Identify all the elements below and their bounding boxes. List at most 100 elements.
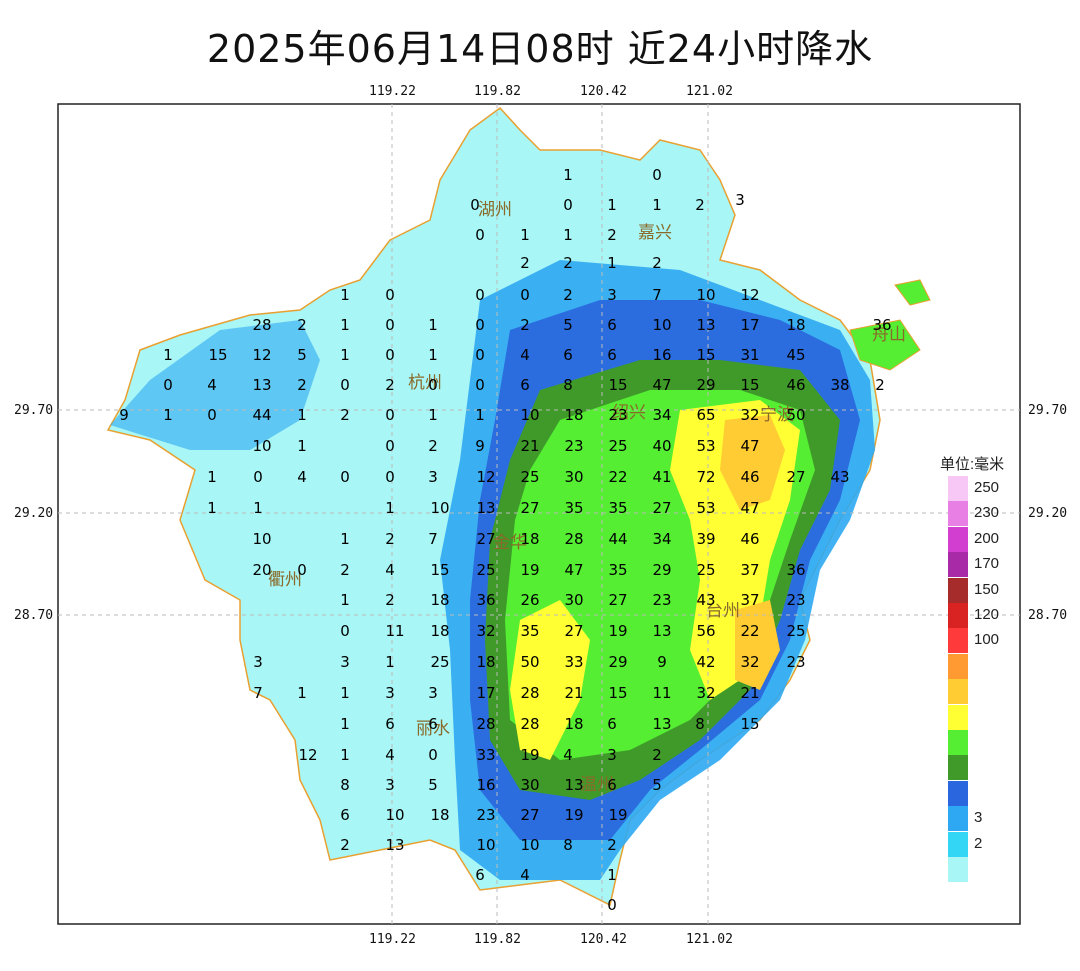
station-value: 1 — [163, 406, 173, 424]
station-value: 4 — [520, 866, 530, 884]
rain-band-west — [110, 320, 320, 450]
station-value: 15 — [740, 715, 759, 733]
station-value: 6 — [520, 376, 530, 394]
station-value: 56 — [696, 622, 715, 640]
station-value: 6 — [607, 715, 617, 733]
station-value: 2 — [385, 530, 395, 548]
station-value: 8 — [340, 776, 350, 794]
station-value: 4 — [520, 346, 530, 364]
station-value: 18 — [430, 591, 449, 609]
station-value: 13 — [652, 715, 671, 733]
station-value: 2 — [340, 406, 350, 424]
station-value: 1 — [163, 346, 173, 364]
station-value: 18 — [520, 530, 539, 548]
station-value: 1 — [428, 406, 438, 424]
legend-label: 250 — [974, 479, 1000, 496]
legend-swatch — [948, 730, 968, 755]
station-value: 1 — [563, 226, 573, 244]
station-value: 45 — [786, 346, 805, 364]
station-value: 36 — [476, 591, 495, 609]
lon-top-4: 121.02 — [686, 84, 733, 99]
lon-bottom-4: 121.02 — [686, 932, 733, 947]
lat-left-1: 29.70 — [14, 403, 54, 418]
station-value: 3 — [253, 653, 263, 671]
station-value: 35 — [520, 622, 539, 640]
station-value: 53 — [696, 499, 715, 517]
station-value: 0 — [163, 376, 173, 394]
station-value: 3 — [428, 468, 438, 486]
legend-swatch — [948, 552, 968, 578]
station-value: 12 — [298, 746, 317, 764]
station-value: 29 — [696, 376, 715, 394]
legend-swatch — [948, 755, 968, 781]
station-value: 2 — [563, 286, 573, 304]
station-value: 0 — [475, 226, 485, 244]
station-value: 6 — [385, 715, 395, 733]
station-value: 1 — [607, 196, 617, 214]
station-value: 6 — [607, 776, 617, 794]
station-value: 15 — [208, 346, 227, 364]
station-value: 27 — [520, 499, 539, 517]
station-value: 19 — [520, 561, 539, 579]
station-value: 13 — [564, 776, 583, 794]
station-value: 18 — [786, 316, 805, 334]
station-value: 2 — [563, 254, 573, 272]
station-value: 27 — [652, 499, 671, 517]
station-value: 3 — [607, 286, 617, 304]
station-value: 5 — [652, 776, 662, 794]
station-value: 30 — [564, 468, 583, 486]
legend-swatch — [948, 704, 968, 730]
station-value: 4 — [563, 746, 573, 764]
city-label: 杭州 — [408, 373, 442, 393]
station-value: 3 — [607, 746, 617, 764]
station-value: 46 — [740, 468, 759, 486]
station-value: 0 — [385, 468, 395, 486]
station-value: 36 — [872, 316, 891, 334]
station-value: 10 — [252, 437, 271, 455]
lat-left-2: 29.20 — [14, 506, 54, 521]
station-value: 1 — [297, 406, 307, 424]
station-value: 4 — [385, 746, 395, 764]
station-value: 27 — [476, 530, 495, 548]
legend-swatch — [948, 679, 968, 705]
station-value: 23 — [786, 591, 805, 609]
legend-swatch — [948, 780, 968, 806]
station-value: 11 — [385, 622, 404, 640]
station-value: 32 — [476, 622, 495, 640]
station-value: 0 — [475, 376, 485, 394]
station-value: 8 — [563, 376, 573, 394]
station-value: 0 — [385, 406, 395, 424]
station-value: 30 — [564, 591, 583, 609]
rain-band-orange — [720, 415, 785, 510]
station-value: 2 — [340, 561, 350, 579]
station-value: 1 — [340, 746, 350, 764]
station-value: 1 — [340, 286, 350, 304]
station-value: 9 — [119, 406, 129, 424]
station-value: 22 — [608, 468, 627, 486]
station-value: 23 — [564, 437, 583, 455]
station-value: 50 — [786, 406, 805, 424]
station-value: 9 — [657, 653, 667, 671]
station-value: 32 — [696, 684, 715, 702]
station-value: 12 — [476, 468, 495, 486]
station-value: 13 — [252, 376, 271, 394]
station-value: 9 — [475, 437, 485, 455]
station-value: 35 — [608, 561, 627, 579]
station-value: 2 — [652, 254, 662, 272]
station-value: 5 — [428, 776, 438, 794]
legend-swatch — [948, 526, 968, 552]
legend-swatch — [948, 603, 968, 628]
legend-swatch — [948, 476, 968, 501]
station-value: 33 — [564, 653, 583, 671]
station-value: 4 — [385, 561, 395, 579]
station-value: 19 — [608, 622, 627, 640]
lon-top-3: 120.42 — [580, 84, 627, 99]
station-value: 43 — [830, 468, 849, 486]
station-value: 37 — [740, 561, 759, 579]
station-value: 0 — [428, 376, 438, 394]
lat-right-3: 28.70 — [1028, 608, 1068, 623]
station-value: 39 — [696, 530, 715, 548]
station-value: 13 — [385, 836, 404, 854]
legend-swatch — [948, 577, 968, 603]
